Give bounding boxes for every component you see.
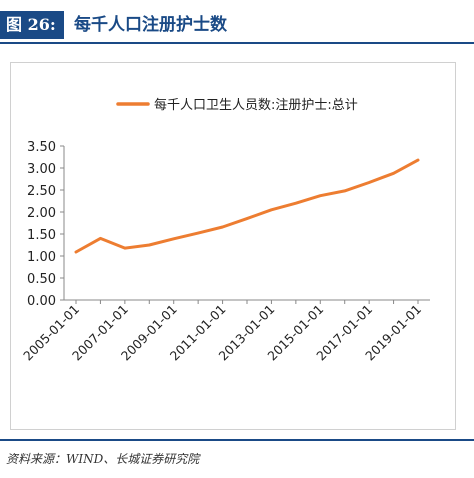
legend: 每千人口卫生人员数:注册护士:总计 xyxy=(116,97,358,113)
figure-label: 图 26: xyxy=(0,11,64,39)
y-tick-label: 0.00 xyxy=(27,294,56,309)
series-marks xyxy=(74,158,420,254)
line-chart: 每千人口卫生人员数:注册护士:总计 0.00 0.50 1.00 1.50 2.00 2.… xyxy=(20,97,430,363)
data-point xyxy=(99,237,102,240)
data-point xyxy=(221,225,224,229)
data-point xyxy=(367,181,371,184)
data-point xyxy=(294,202,298,205)
data-point xyxy=(416,158,420,162)
y-tick-label: 3.00 xyxy=(27,162,56,177)
footer-rule xyxy=(0,439,474,441)
y-tick-label: 1.00 xyxy=(27,250,56,265)
data-point xyxy=(270,208,273,211)
y-tick-label: 1.50 xyxy=(27,228,56,243)
figure-title: 每千人口注册护士数 xyxy=(74,15,227,35)
data-point xyxy=(148,243,151,247)
series-line xyxy=(74,158,420,254)
data-point xyxy=(196,231,200,235)
header-rule xyxy=(0,42,474,44)
y-tick-label: 2.00 xyxy=(27,206,56,221)
data-point xyxy=(245,217,249,220)
chart-frame xyxy=(10,62,456,430)
data-point xyxy=(172,237,175,241)
source-note: 资料来源：WIND、长城证券研究院 xyxy=(6,452,200,466)
y-tick-label: 0.50 xyxy=(27,272,56,287)
data-point xyxy=(343,189,346,193)
y-tick-label: 2.50 xyxy=(27,184,56,199)
figure-header: 图 26: 每千人口注册护士数 xyxy=(0,8,474,44)
data-point xyxy=(319,194,322,197)
data-point xyxy=(392,172,395,175)
legend-label: 每千人口卫生人员数:注册护士:总计 xyxy=(154,97,358,113)
y-tick-label: 3.50 xyxy=(27,140,56,155)
axes: 0.000.501.001.502.002.503.003.502005-01-… xyxy=(20,140,430,363)
data-point xyxy=(123,246,127,250)
data-point xyxy=(74,250,78,254)
